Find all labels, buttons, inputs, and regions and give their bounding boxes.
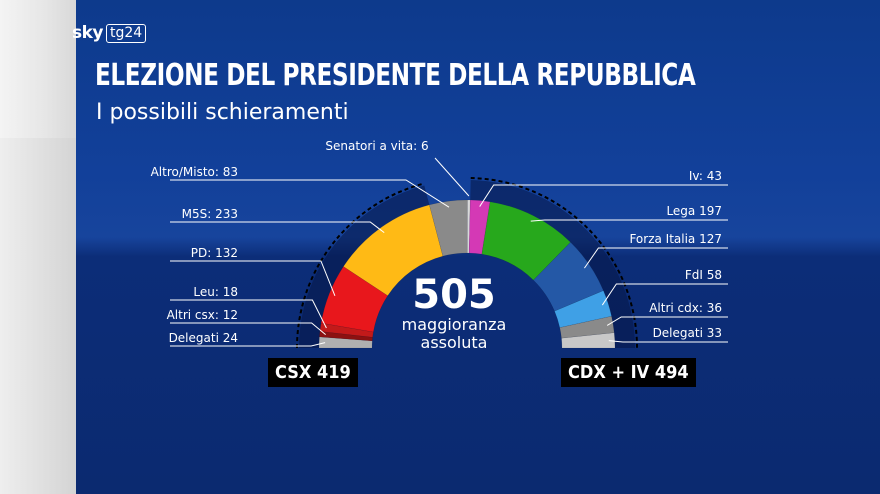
leader-right-8 (530, 219, 728, 222)
slice-pd-3 (320, 266, 389, 333)
page-subtitle: I possibili schieramenti (96, 100, 349, 125)
label-right-12: Delegati 33 (653, 326, 722, 340)
label-left-1: Altri csx: 12 (167, 308, 238, 322)
label-right-7: Iv: 43 (689, 169, 722, 183)
label-left-5: Altro/Misto: 83 (151, 165, 238, 179)
logo-sky-text: sky (72, 23, 104, 43)
left-bloc-halo (299, 185, 430, 348)
leader-right-12 (608, 340, 728, 343)
label-senatori: Senatori a vita: 6 (325, 139, 428, 153)
chart-slices (318, 199, 616, 349)
leader-right-7 (479, 184, 728, 207)
page-title: ELEZIONE DEL PRESIDENTE DELLA REPUBBLICA (95, 58, 696, 93)
slice-delegati-12 (561, 332, 616, 349)
left-bloc-dashed-outline (296, 182, 425, 349)
slice-leu-2 (319, 322, 374, 338)
leader-right-9 (584, 247, 728, 269)
leader-left-2 (170, 299, 327, 329)
label-left-3: PD: 132 (191, 246, 238, 260)
label-right-11: Altri cdx: 36 (649, 301, 722, 315)
leader-left-0 (170, 342, 326, 347)
slice-altri-csx-1 (319, 331, 373, 342)
leader-senatori (434, 157, 470, 197)
slice-m5s-4 (343, 204, 444, 297)
slice-lega-8 (481, 201, 571, 281)
left-background-strip (0, 0, 76, 494)
label-leader-lines (170, 157, 728, 347)
leader-left-1 (170, 322, 326, 336)
label-left-4: M5S: 233 (182, 207, 238, 221)
leader-left-4 (170, 221, 385, 234)
label-right-8: Lega 197 (666, 204, 722, 218)
logo-tg24-text: tg24 (106, 23, 147, 43)
center-left-bloc-total: CSX 419 (268, 358, 358, 387)
slice-forza-italia-9 (533, 241, 604, 312)
leader-left-3 (170, 260, 336, 297)
leader-left-5 (170, 179, 450, 208)
right-bloc-dashed-outline (470, 177, 638, 349)
label-right-10: FdI 58 (685, 268, 722, 282)
right-bloc-halo (470, 180, 635, 348)
label-left-2: Leu: 18 (193, 285, 238, 299)
majority-caption-line2: assoluta (421, 333, 488, 352)
bloc-halos (296, 177, 638, 349)
slice-senatori-a-vita-6 (467, 199, 471, 254)
slice-labels: Delegati 24 Altri csx: 12 Leu: 18 PD: 132 M5… (151, 139, 722, 345)
center-right-bloc-total: CDX + IV 494 (561, 358, 696, 387)
leader-right-11 (606, 316, 728, 326)
skytg24-logo: sky tg24 (72, 22, 147, 44)
label-left-0: Delegati 24 (169, 331, 238, 345)
leader-right-10 (601, 283, 728, 306)
majority-caption-line1: maggioranza (402, 315, 507, 334)
label-right-9: Forza Italia 127 (629, 232, 722, 246)
majority-number: 505 (412, 272, 496, 318)
